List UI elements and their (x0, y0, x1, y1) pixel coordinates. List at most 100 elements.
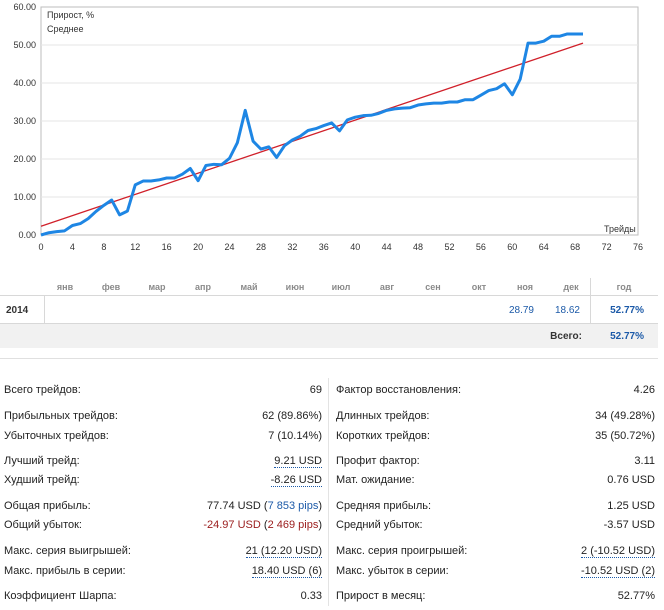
y-tick-label: 20.00 (13, 154, 36, 164)
stat-best-trade: Лучший трейд: 9.21 USD (4, 455, 322, 469)
gross-loss-close: ) (318, 519, 322, 531)
x-tick-label: 32 (287, 242, 297, 252)
stat-long-trades: Длинных трейдов: 34 (49.28%) (336, 410, 655, 424)
month-feb: фев (101, 282, 121, 292)
stat-value: 69 (309, 384, 322, 396)
x-tick-label: 72 (602, 242, 612, 252)
stat-value: 35 (50.72%) (595, 430, 655, 442)
stat-label: Макс. серия проигрышей: (336, 545, 468, 557)
stat-value: -3.57 USD (603, 519, 655, 531)
x-tick-label: 16 (162, 242, 172, 252)
y-tick-label: 0.00 (18, 230, 36, 240)
stat-value: 34 (49.28%) (595, 410, 655, 422)
stat-label: Убыточных трейдов: (4, 430, 109, 442)
stat-label: Профит фактор: (336, 455, 420, 467)
stat-value-link[interactable]: -10.52 USD (2) (581, 565, 655, 578)
total-label: Всего: (550, 331, 582, 342)
stat-label: Прирост в месяц: (336, 590, 426, 602)
stats-separator (0, 358, 658, 359)
x-axis-label: Трейды (604, 224, 636, 234)
stat-label: Средняя прибыль: (336, 500, 432, 512)
stat-monthly-growth: Прирост в месяц: 52.77% (336, 590, 655, 604)
year-label-separator (44, 296, 45, 324)
x-tick-label: 64 (539, 242, 549, 252)
stat-total-trades: Всего трейдов: 69 (4, 384, 322, 398)
stat-label: Макс. убыток в серии: (336, 565, 449, 577)
month-value-dec: 18.62 (554, 305, 580, 316)
x-tick-label: 60 (507, 242, 517, 252)
stat-label: Лучший трейд: (4, 455, 80, 467)
stat-value: 77.74 USD (7 853 pips) (207, 500, 322, 512)
total-row: Всего: 52.77% (0, 324, 658, 348)
gross-profit-usd: 77.74 USD ( (207, 500, 268, 512)
stat-value-link[interactable]: 2 (-10.52 USD) (581, 545, 655, 558)
x-tick-label: 24 (225, 242, 235, 252)
stat-value: 1.25 USD (607, 500, 655, 512)
month-value-nov: 28.79 (508, 305, 534, 316)
legend-growth: Прирост, % (47, 10, 94, 20)
gross-loss-usd: -24.97 USD (203, 519, 261, 531)
stat-max-loss-in-streak: Макс. убыток в серии: -10.52 USD (2) (336, 565, 655, 579)
year-header: год (616, 282, 632, 292)
x-axis: 0 4 8 12 16 20 24 28 32 36 40 44 48 52 56 60 64 68 72 76 (38, 242, 643, 252)
stat-loss-trades: Убыточных трейдов: 7 (10.14%) (4, 430, 322, 444)
stat-avg-loss: Средний убыток: -3.57 USD (336, 519, 655, 533)
month-aug: авг (379, 282, 395, 292)
stats-column-separator (328, 378, 329, 606)
stat-profit-factor: Профит фактор: 3.11 (336, 455, 655, 469)
y-tick-label: 40.00 (13, 78, 36, 88)
stat-sharpe: Коэффициент Шарпа: 0.33 (4, 590, 322, 604)
gross-loss-open: ( (260, 519, 268, 531)
month-sep: сен (425, 282, 441, 292)
stat-profit-trades: Прибыльных трейдов: 62 (89.86%) (4, 410, 322, 424)
month-may: май (240, 282, 258, 292)
months-header: янв фев мар апр май июн июл авг сен окт … (0, 278, 658, 296)
stat-value: 62 (89.86%) (262, 410, 322, 422)
stat-value-link[interactable]: -8.26 USD (270, 474, 322, 487)
month-jun: июн (285, 282, 305, 292)
x-tick-label: 36 (319, 242, 329, 252)
x-tick-label: 40 (350, 242, 360, 252)
stat-max-profit-streak: Макс. прибыль в серии: 18.40 USD (6) (4, 565, 322, 579)
stat-label: Макс. серия выигрышей: (4, 545, 131, 557)
stat-value: 4.26 (633, 384, 655, 396)
x-tick-label: 68 (570, 242, 580, 252)
stat-value: -24.97 USD (2 469 pips) (203, 519, 322, 531)
year-column-separator (590, 278, 591, 344)
month-dec: дек (563, 282, 579, 292)
year-label: 2014 (6, 305, 29, 316)
month-apr: апр (195, 282, 211, 292)
year-row-2014: 2014 28.79 18.62 52.77% (0, 296, 658, 324)
stat-value: 0.76 USD (607, 474, 655, 486)
y-tick-label: 50.00 (13, 40, 36, 50)
stat-max-loss-streak: Макс. серия проигрышей: 2 (-10.52 USD) (336, 545, 655, 559)
stat-label: Общая прибыль: (4, 500, 91, 512)
gross-loss-pips: 2 469 pips (267, 519, 319, 531)
stat-value-link[interactable]: 18.40 USD (6) (251, 565, 322, 578)
stat-label: Коэффициент Шарпа: (4, 590, 117, 602)
y-tick-label: 30.00 (13, 116, 36, 126)
month-jan: янв (56, 282, 74, 292)
x-tick-label: 48 (413, 242, 423, 252)
stat-value-link[interactable]: 9.21 USD (274, 455, 322, 468)
x-tick-label: 44 (382, 242, 392, 252)
stat-value-link[interactable]: 21 (12.20 USD) (245, 545, 322, 558)
stat-label: Макс. прибыль в серии: (4, 565, 126, 577)
stat-value: 3.11 (634, 455, 655, 467)
month-nov: ноя (516, 282, 534, 292)
stat-value: 0.33 (300, 590, 322, 602)
stat-label: Длинных трейдов: (336, 410, 430, 422)
stat-gross-profit: Общая прибыль: 77.74 USD (7 853 pips) (4, 500, 322, 514)
month-mar: мар (148, 282, 166, 292)
stat-label: Фактор восстановления: (336, 384, 462, 396)
x-tick-label: 12 (130, 242, 140, 252)
month-jul: июл (331, 282, 351, 292)
y-axis: 0.00 10.00 20.00 30.00 40.00 50.00 60.00 (13, 2, 36, 240)
stat-label: Мат. ожидание: (336, 474, 415, 486)
x-tick-label: 0 (38, 242, 43, 252)
stat-short-trades: Коротких трейдов: 35 (50.72%) (336, 430, 655, 444)
x-tick-label: 20 (193, 242, 203, 252)
legend-average: Среднее (47, 24, 84, 34)
stat-label: Всего трейдов: (4, 384, 81, 396)
